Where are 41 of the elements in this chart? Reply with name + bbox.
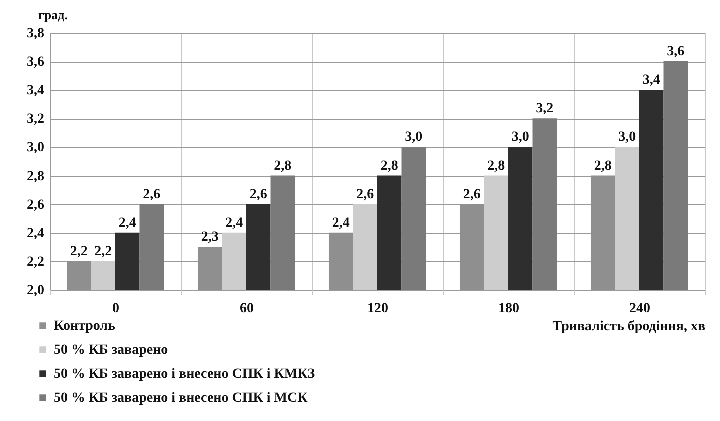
data-label: 2,6 [356, 187, 374, 202]
y-tick-label: 3,2 [27, 112, 44, 128]
data-label: 2,4 [118, 216, 136, 231]
x-tick-label: 120 [368, 302, 388, 316]
legend-label: 50 % КБ заварено і внесено СПК і КМКЗ [54, 367, 316, 382]
x-axis-title: Тривалість бродіння, хв [552, 320, 706, 334]
data-label: 2,4 [332, 216, 350, 231]
legend-label: 50 % КБ заварено [54, 343, 168, 358]
x-tick-label: 60 [240, 302, 254, 316]
y-tick-label: 3,4 [27, 84, 44, 99]
data-label: 2,8 [488, 158, 506, 174]
y-tick-label: 2,2 [27, 254, 44, 270]
y-tick-label: 3,6 [27, 55, 44, 70]
data-label: 3,6 [667, 44, 685, 60]
data-label: 2,6 [143, 187, 161, 202]
y-tick-label: 2,0 [27, 284, 44, 298]
data-label: 3,0 [512, 130, 530, 146]
y-axis-title: град. [38, 8, 68, 22]
y-tick-label: 2,8 [27, 169, 44, 184]
data-label: 3,0 [618, 130, 636, 146]
data-label: 2,2 [94, 244, 112, 260]
y-tick-label: 3,8 [27, 26, 44, 42]
data-label: 3,2 [536, 102, 554, 117]
data-label: 2,4 [226, 216, 244, 231]
data-label: 3,0 [405, 130, 423, 146]
data-label: 2,3 [201, 230, 219, 246]
x-tick-label: 180 [498, 302, 520, 316]
data-label: 2,6 [250, 187, 268, 202]
y-tick-label: 3,0 [27, 140, 44, 156]
data-label: 2,2 [70, 244, 88, 260]
data-label: 3,4 [642, 73, 660, 88]
y-tick-label: 2,4 [27, 226, 44, 242]
data-label: 2,8 [380, 158, 398, 174]
y-tick-label: 2,6 [27, 198, 44, 213]
data-label: 2,8 [274, 158, 292, 174]
legend-label: 50 % КБ заварено і внесено СПК і МСК [54, 391, 309, 406]
legend-label: Контроль [54, 319, 116, 334]
data-label: 2,6 [463, 187, 481, 202]
x-tick-label: 240 [630, 302, 650, 316]
x-tick-label: 0 [112, 302, 120, 316]
data-label: 2,8 [594, 158, 612, 174]
